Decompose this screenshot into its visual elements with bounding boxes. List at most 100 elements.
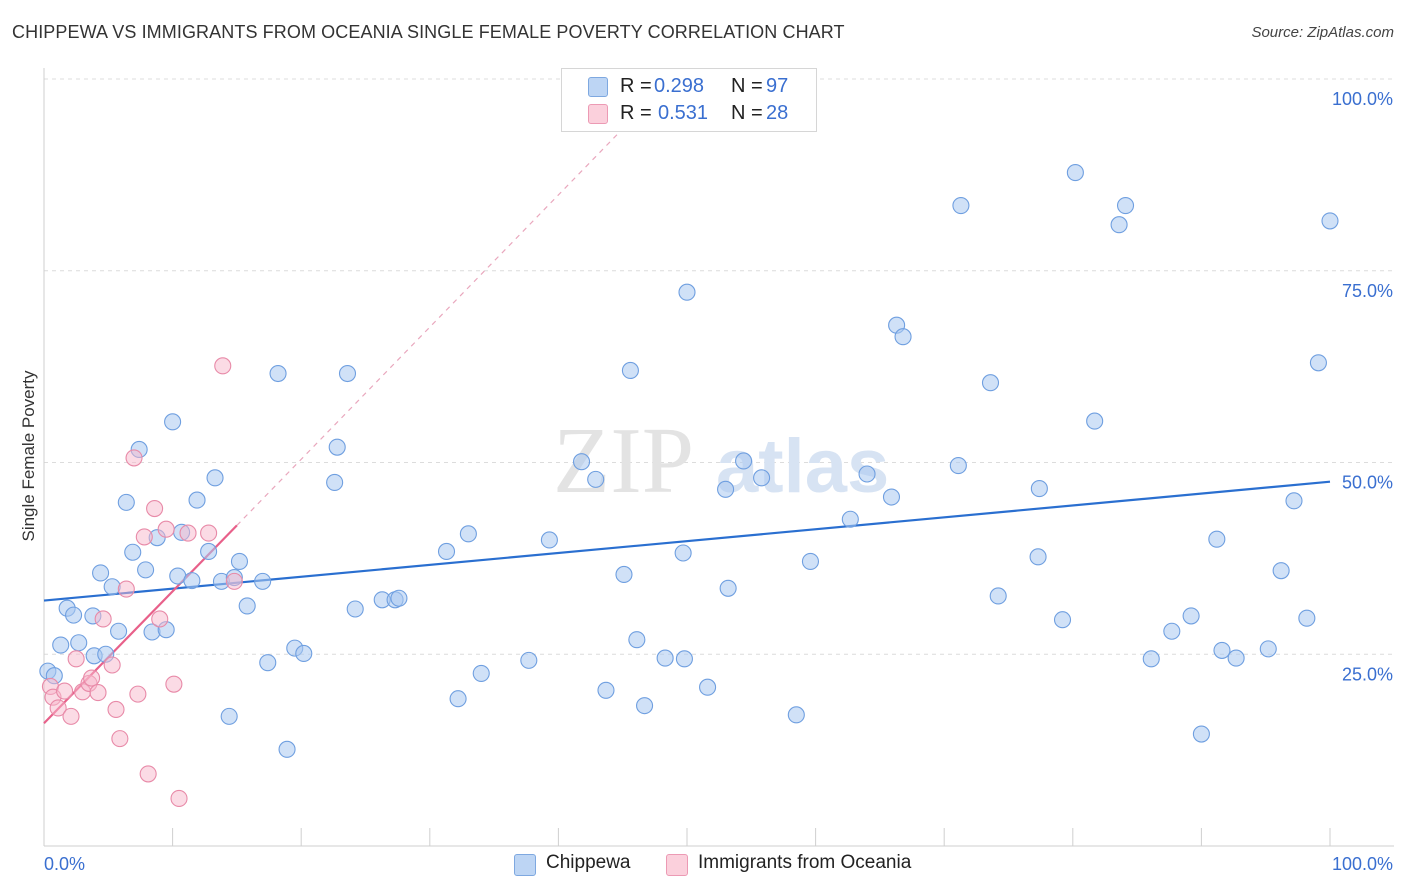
chippewa-point <box>278 740 296 758</box>
chippewa-point <box>1066 164 1084 182</box>
tick-labels: 25.0% 50.0% 75.0% 100.0% 0.0% 100.0% <box>44 89 1393 874</box>
watermark: ZIP atlas <box>553 409 889 513</box>
oceania-point <box>107 700 125 719</box>
oceania-point <box>89 684 107 702</box>
y-tick-label: 100.0% <box>1332 89 1393 109</box>
chippewa-point <box>164 413 182 431</box>
oceania-point <box>111 730 129 748</box>
chippewa-point <box>628 631 646 649</box>
bottom-legend-label: Immigrants from Oceania <box>698 852 912 873</box>
bottom-legend-label: Chippewa <box>546 852 631 873</box>
chippewa-point <box>1208 530 1226 548</box>
chippewa-point <box>1321 212 1339 230</box>
x-tick-label: 100.0% <box>1332 854 1393 874</box>
y-axis-label: Single Female Poverty <box>19 370 38 542</box>
chippewa-point <box>220 707 238 725</box>
chippewa-point <box>269 364 287 383</box>
chippewa-point <box>1213 641 1231 659</box>
chippewa-point <box>437 542 456 561</box>
oceania-point <box>157 520 175 538</box>
chippewa-point <box>65 606 83 624</box>
chippewa-point <box>1030 480 1048 498</box>
chippewa-point <box>719 579 737 597</box>
chippewa-point <box>110 622 128 640</box>
correlation-legend: R = 0.298 N = 97 R = 0.531 N = 28 <box>561 68 817 132</box>
chippewa-point <box>338 364 357 383</box>
chippewa-point <box>952 197 970 215</box>
chippewa-point <box>1259 640 1277 658</box>
oceania-point <box>129 685 147 703</box>
chippewa-point <box>449 690 467 708</box>
oceania-point <box>165 675 183 693</box>
chippewa-point <box>169 567 187 585</box>
chippewa-point <box>787 706 805 724</box>
oceania-point <box>170 789 188 807</box>
chippewa-point <box>459 525 477 543</box>
chippewa-point <box>1285 492 1303 510</box>
oceania-point <box>125 449 143 467</box>
axes <box>43 68 1394 847</box>
oceania-point <box>94 610 112 628</box>
chippewa-point <box>259 654 277 672</box>
chippewa-point <box>841 510 859 528</box>
chippewa-point <box>238 597 256 615</box>
chippewa-point <box>597 681 615 699</box>
oceania-point <box>49 699 67 717</box>
oceania-point <box>214 357 232 375</box>
chippewa-point <box>520 651 538 669</box>
legend-swatch-pink <box>588 104 608 124</box>
oceania-point <box>200 524 218 542</box>
chippewa-point <box>1029 548 1047 566</box>
bottom-swatch-blue <box>514 854 536 876</box>
oceania-point <box>117 580 135 598</box>
chippewa-point <box>572 453 591 471</box>
chippewa-point <box>188 491 206 509</box>
chippewa-point <box>678 283 696 301</box>
chippewa-point <box>103 578 121 596</box>
chippewa-point <box>989 587 1007 605</box>
chippewa-point <box>1086 412 1104 430</box>
chippewa-point <box>1227 649 1245 667</box>
chippewa-point <box>674 544 692 562</box>
oceania-point <box>146 499 164 518</box>
oceania-point <box>56 682 74 700</box>
chippewa-point <box>1163 622 1181 640</box>
chippewa-point <box>735 452 753 470</box>
chippewa-point <box>1110 216 1128 234</box>
chart-title: CHIPPEWA VS IMMIGRANTS FROM OCEANIA SING… <box>12 22 845 42</box>
chippewa-point <box>1272 562 1290 580</box>
chippewa-point <box>1309 354 1327 372</box>
y-tick-label: 50.0% <box>1342 473 1393 493</box>
chippewa-point <box>52 636 70 654</box>
legend-r-value: 0.531 <box>658 102 709 124</box>
chippewa-point <box>117 493 135 511</box>
chippewa-point <box>949 457 967 475</box>
chippewa-point <box>1192 725 1210 743</box>
chippewa-point <box>346 600 364 618</box>
chippewa-point <box>656 649 674 667</box>
chippewa-point <box>882 488 901 506</box>
chippewa-point <box>230 552 249 570</box>
oceania-point <box>225 572 243 590</box>
chippewa-point <box>894 328 912 346</box>
chippewa-point <box>675 650 693 668</box>
y-tick-label: 75.0% <box>1342 281 1393 301</box>
grid-lines <box>44 78 1394 655</box>
chippewa-point <box>295 644 313 663</box>
chippewa-point <box>587 470 605 488</box>
chippewa-point <box>200 542 218 561</box>
legend-r-label: R = <box>620 75 652 97</box>
legend-r-label: R = <box>620 102 652 124</box>
oceania-point <box>103 656 121 674</box>
chippewa-point <box>717 480 735 498</box>
oceania-point <box>67 650 85 668</box>
oceania-point <box>83 669 101 687</box>
chippewa-point <box>137 561 155 579</box>
oceania-point <box>135 528 153 546</box>
data-points <box>39 164 1339 807</box>
chippewa-point <box>1053 611 1072 629</box>
chippewa-point <box>1142 650 1160 668</box>
oceania-point <box>179 524 197 542</box>
chippewa-point <box>70 634 88 652</box>
